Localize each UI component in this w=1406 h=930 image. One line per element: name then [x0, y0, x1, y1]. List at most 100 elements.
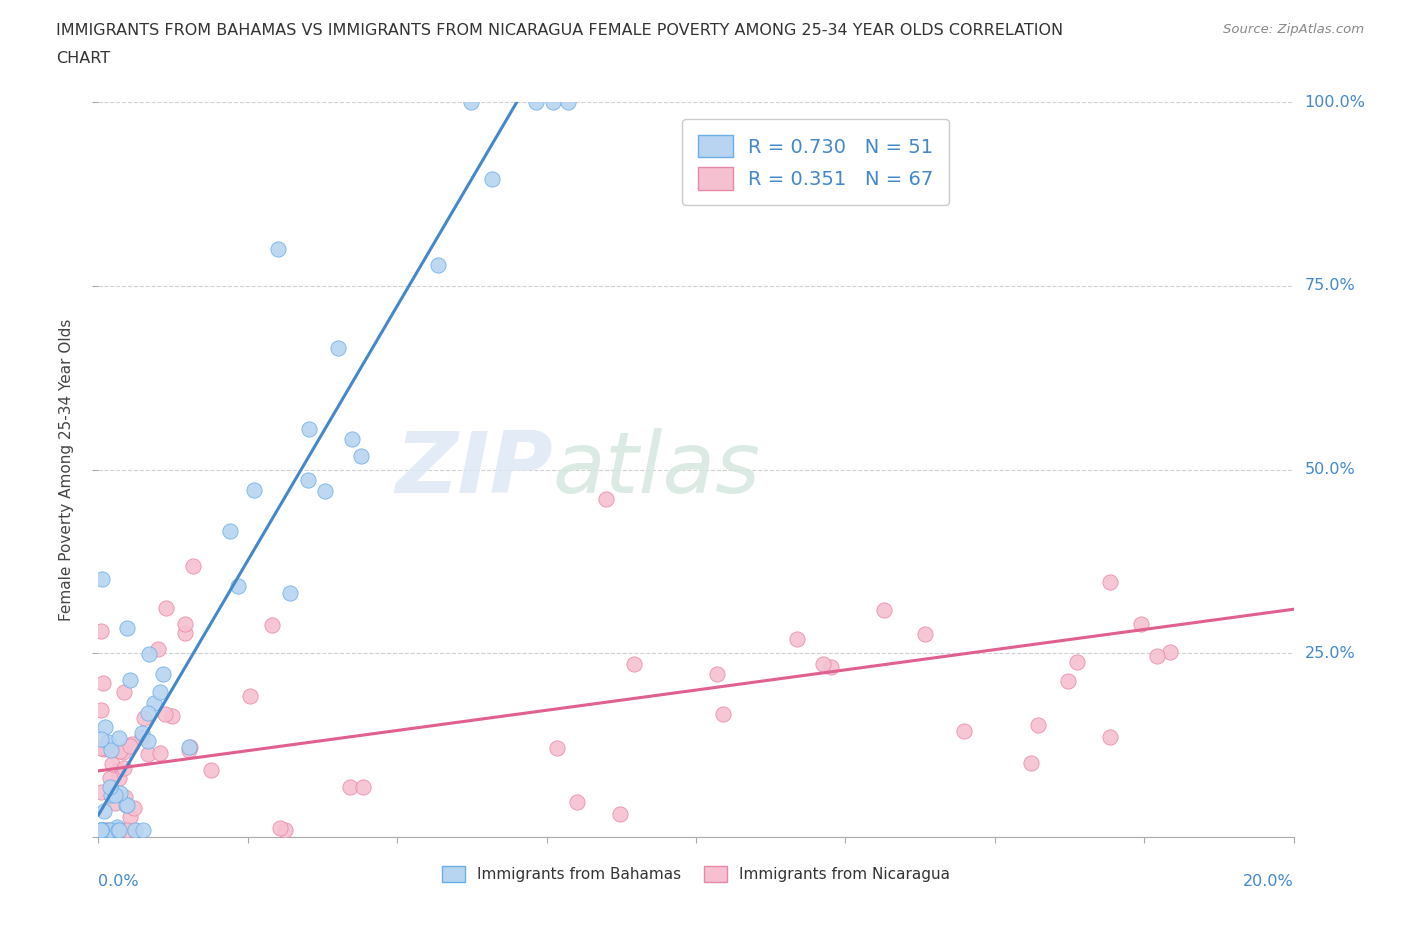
Point	[152, 666, 174, 681]
Point	[131, 725, 153, 740]
Point	[122, 801, 145, 816]
Point	[153, 706, 176, 721]
Point	[352, 779, 374, 794]
Point	[115, 797, 138, 812]
Text: IMMIGRANTS FROM BAHAMAS VS IMMIGRANTS FROM NICARAGUA FEMALE POVERTY AMONG 25-34 : IMMIGRANTS FROM BAHAMAS VS IMMIGRANTS FR…	[56, 23, 1063, 38]
Point	[101, 756, 124, 771]
Point	[239, 689, 262, 704]
Text: CHART: CHART	[56, 51, 110, 66]
Point	[953, 724, 976, 738]
Point	[91, 676, 114, 691]
Point	[108, 731, 131, 746]
Point	[136, 747, 159, 762]
Point	[155, 601, 177, 616]
Point	[269, 820, 291, 835]
Point	[1159, 644, 1181, 659]
Point	[160, 709, 183, 724]
Point	[149, 745, 172, 760]
Text: 50.0%: 50.0%	[1305, 462, 1355, 477]
Point	[174, 617, 197, 631]
Point	[218, 524, 240, 538]
Point	[90, 822, 112, 837]
Point	[90, 822, 112, 837]
Point	[115, 797, 138, 812]
Point	[1019, 755, 1042, 770]
Point	[314, 484, 336, 498]
Point	[110, 744, 132, 759]
Point	[1146, 648, 1168, 663]
Point	[524, 95, 547, 110]
Point	[94, 740, 117, 755]
Point	[94, 822, 117, 837]
Point	[90, 822, 112, 837]
Point	[97, 735, 120, 750]
Point	[115, 621, 138, 636]
Point	[112, 684, 135, 699]
Point	[786, 631, 808, 646]
Point	[136, 734, 159, 749]
Point	[181, 558, 204, 573]
Point	[90, 822, 112, 837]
Point	[267, 242, 290, 257]
Point	[120, 809, 142, 824]
Point	[104, 788, 127, 803]
Text: 25.0%: 25.0%	[1305, 645, 1355, 661]
Text: atlas: atlas	[553, 428, 761, 512]
Point	[179, 739, 201, 754]
Point	[90, 571, 112, 586]
Point	[262, 618, 284, 633]
Point	[811, 657, 834, 671]
Text: 0.0%: 0.0%	[98, 874, 139, 889]
Point	[90, 785, 112, 800]
Point	[93, 822, 115, 837]
Point	[326, 340, 349, 355]
Point	[90, 623, 112, 638]
Point	[914, 627, 936, 642]
Point	[1057, 674, 1080, 689]
Text: 75.0%: 75.0%	[1305, 278, 1355, 294]
Point	[274, 822, 297, 837]
Point	[623, 657, 645, 671]
Point	[107, 822, 129, 837]
Point	[149, 684, 172, 699]
Point	[122, 822, 145, 837]
Point	[98, 822, 121, 837]
Point	[107, 763, 129, 777]
Point	[427, 258, 450, 272]
Point	[138, 646, 160, 661]
Point	[340, 432, 363, 446]
Point	[136, 705, 159, 720]
Point	[242, 482, 264, 497]
Point	[609, 806, 631, 821]
Point	[104, 795, 127, 810]
Point	[108, 786, 131, 801]
Text: Source: ZipAtlas.com: Source: ZipAtlas.com	[1223, 23, 1364, 36]
Point	[481, 171, 503, 186]
Point	[1098, 575, 1121, 590]
Point	[350, 449, 373, 464]
Point	[706, 667, 728, 682]
Point	[131, 730, 153, 745]
Text: 100.0%: 100.0%	[1305, 95, 1365, 110]
Point	[177, 739, 200, 754]
Point	[713, 707, 735, 722]
Point	[134, 711, 156, 725]
Point	[100, 742, 122, 757]
Point	[107, 771, 129, 786]
Point	[873, 603, 896, 618]
Point	[1026, 717, 1049, 732]
Point	[820, 660, 842, 675]
Legend: Immigrants from Bahamas, Immigrants from Nicaragua: Immigrants from Bahamas, Immigrants from…	[436, 860, 956, 888]
Point	[112, 744, 135, 759]
Text: 20.0%: 20.0%	[1243, 874, 1294, 889]
Point	[595, 492, 617, 507]
Point	[228, 579, 250, 594]
Point	[1098, 729, 1121, 744]
Point	[179, 743, 201, 758]
Point	[112, 761, 135, 776]
Point	[93, 804, 115, 818]
Point	[174, 625, 197, 640]
Point	[460, 95, 482, 110]
Point	[121, 737, 143, 751]
Point	[98, 779, 121, 794]
